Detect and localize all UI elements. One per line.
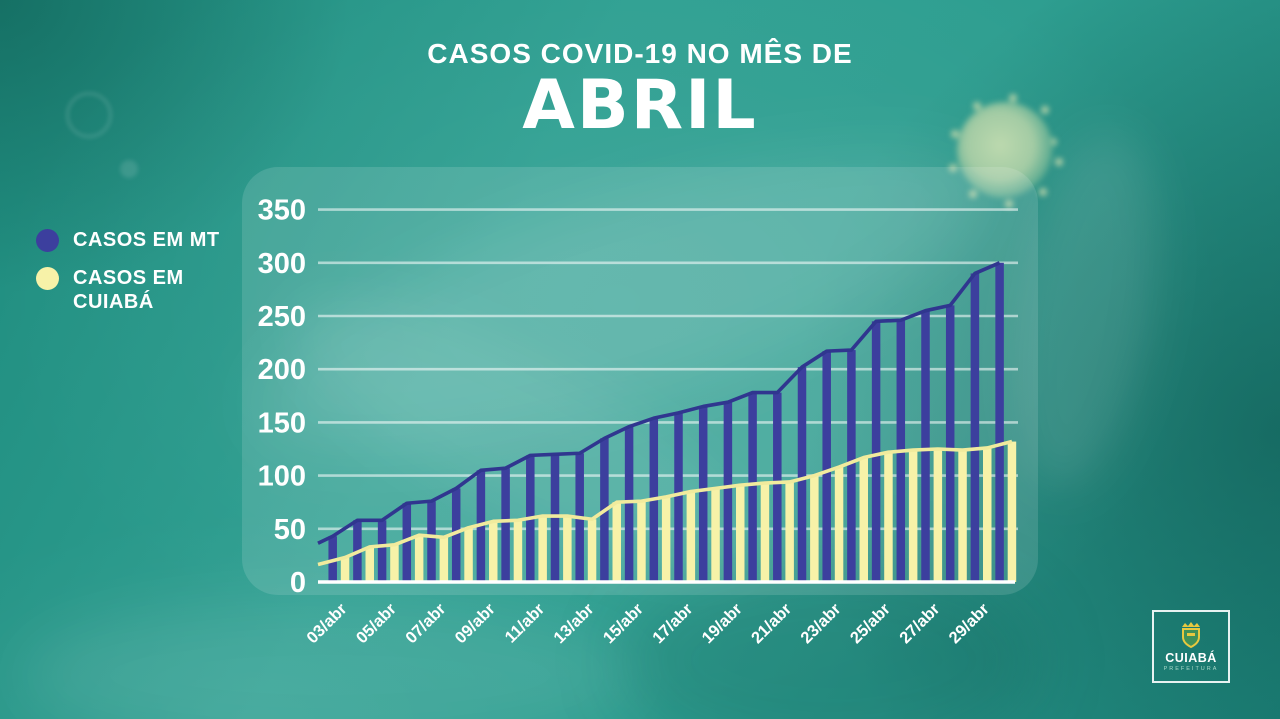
bar-casos-mt [921,310,930,582]
bar-casos-mt [427,501,436,582]
bar-casos-cuiaba [587,519,597,582]
bar-casos-mt [773,392,782,582]
x-axis-tick-label: 05/abr [353,600,401,648]
bar-casos-mt [970,273,980,582]
bar-casos-cuiaba [612,502,621,582]
legend-item-cuiaba: CASOS EM CUIABÁ [36,266,223,314]
bar-casos-mt [674,412,683,582]
bar-casos-cuiaba [884,452,893,582]
bar-casos-mt [995,262,1004,582]
line-casos-mt [317,261,1001,545]
bar-casos-mt [797,367,807,582]
bar-casos-mt [847,350,856,582]
logo-subtitle: PREFEITURA [1163,666,1219,672]
bar-casos-cuiaba [538,516,547,582]
legend-label-mt: CASOS EM MT [73,229,220,251]
bar-casos-cuiaba [414,535,424,582]
chart-title-month: ABRIL [522,66,758,145]
bar-casos-cuiaba [439,537,449,582]
chart-subtitle: CASOS COVID-19 NO MÊS DE [427,38,853,69]
y-axis-tick-label: 150 [258,407,306,439]
y-axis-tick-label: 250 [258,301,306,333]
bar-casos-cuiaba [736,485,745,582]
logo-city-name: CUIABÁ [1165,651,1217,665]
bar-casos-cuiaba [365,546,374,582]
legend-swatch-mt-icon [36,229,59,252]
bar-casos-cuiaba [859,457,868,582]
x-axis-tick-label: 17/abr [649,600,697,648]
x-axis-tick-label: 13/abr [550,600,598,648]
bar-casos-cuiaba [760,483,770,582]
bar-casos-cuiaba [563,516,572,582]
covid-cases-bar-chart: 0 50 100 150 200 250 300 350 03/abr 05/abr 07/abr 0… [258,195,1018,648]
legend-swatch-cuiaba-icon [36,267,59,290]
bar-casos-mt [402,503,412,582]
cuiaba-prefeitura-logo: CUIABÁ PREFEITURA [1152,610,1230,683]
bar-casos-mt [377,520,387,582]
x-axis-tick-label: 11/abr [502,600,549,647]
y-axis-tick-label: 100 [258,461,306,493]
bar-casos-cuiaba [390,544,399,582]
bar-casos-cuiaba [908,450,918,582]
x-axis-tick-label: 09/abr [452,600,500,648]
x-axis-tick-label: 15/abr [600,600,648,648]
bar-casos-mt [451,488,461,582]
title-block: CASOS COVID-19 NO MÊS DE ABRIL [0,38,1280,140]
bar-casos-mt [698,406,708,582]
x-axis-tick-label: 27/abr [896,600,944,648]
x-axis-tick-label: 19/abr [699,600,747,648]
bar-casos-cuiaba [661,496,671,582]
y-axis-tick-label: 200 [258,354,306,386]
bar-casos-cuiaba [513,520,523,582]
y-axis-tick-label: 300 [258,248,306,280]
bar-casos-cuiaba [1007,441,1017,582]
y-axis-tick-label: 0 [290,567,306,599]
bar-casos-mt [501,468,510,582]
bar-casos-mt [624,426,634,582]
x-axis-tick-label: 07/abr [402,600,450,648]
bar-casos-cuiaba [933,449,943,582]
bar-casos-cuiaba [834,467,844,582]
bar-casos-mt [871,321,881,582]
bar-casos-mt [945,305,955,582]
x-axis-tick-label: 23/abr [797,600,845,648]
bar-casos-cuiaba [711,488,720,582]
bar-casos-cuiaba [464,527,473,582]
bar-casos-cuiaba [810,475,819,582]
bar-casos-mt [723,402,733,582]
bar-casos-cuiaba [958,450,967,582]
bar-casos-cuiaba [983,447,992,582]
x-axis-tick-label: 21/abr [748,600,796,648]
bar-casos-mt [748,392,757,582]
bar-casos-cuiaba [785,481,794,582]
legend-item-mt: CASOS EM MT [36,228,223,252]
y-axis-tick-label: 50 [274,514,306,546]
bar-casos-mt [550,454,560,582]
chart-legend: CASOS EM MT CASOS EM CUIABÁ [36,228,223,328]
cuiaba-crest-icon [1182,622,1200,649]
bar-casos-cuiaba [637,501,646,582]
bar-casos-cuiaba [489,521,498,582]
x-axis-tick-label: 25/abr [847,600,895,648]
x-axis-tick-label: 29/abr [946,600,994,648]
bar-casos-cuiaba [686,491,696,582]
bar-casos-cuiaba [340,557,350,582]
x-axis-tick-label: 03/abr [303,600,351,648]
y-axis-tick-label: 350 [258,195,306,227]
bar-casos-mt [822,351,831,582]
line-casos-cuiaba [317,439,1013,567]
legend-label-cuiaba: CASOS EM CUIABÁ [73,267,184,313]
